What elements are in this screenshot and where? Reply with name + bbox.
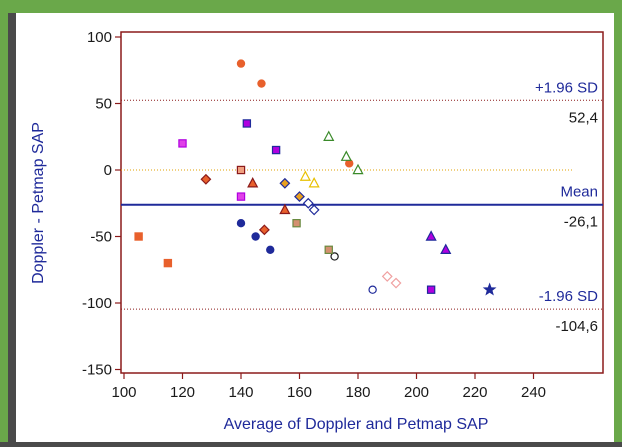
data-point-triangle bbox=[308, 177, 320, 188]
x-tick-label: 200 bbox=[404, 384, 429, 401]
top-border bbox=[0, 0, 622, 13]
data-point-triangle bbox=[279, 203, 291, 215]
data-point-square bbox=[178, 139, 187, 148]
x-tick-label: 180 bbox=[345, 384, 370, 401]
data-point-circle bbox=[251, 232, 260, 241]
x-tick-label: 140 bbox=[228, 384, 253, 401]
data-point-diamond bbox=[258, 224, 270, 236]
plot-border bbox=[120, 31, 604, 374]
data-point-diamond bbox=[279, 177, 291, 189]
data-point-square bbox=[324, 245, 333, 254]
data-point-diamond bbox=[381, 270, 393, 282]
data-points bbox=[134, 59, 497, 296]
data-point-square bbox=[271, 145, 281, 155]
y-tick-label: 100 bbox=[87, 29, 112, 46]
bland-altman-chart: 100 50 0 -50 -100 -150 100 120 140 160 180 200 220 2… bbox=[30, 29, 604, 433]
x-axis-ticks: 100 120 140 160 180 200 220 240 bbox=[111, 373, 546, 401]
data-point-star bbox=[482, 282, 497, 296]
data-point-square bbox=[236, 165, 246, 175]
x-tick-label: 160 bbox=[287, 384, 312, 401]
data-point-square bbox=[163, 258, 173, 268]
y-tick-label: 50 bbox=[95, 96, 112, 113]
data-point-circle bbox=[257, 79, 266, 88]
data-point-triangle bbox=[440, 243, 452, 254]
x-tick-label: 240 bbox=[521, 384, 546, 401]
x-tick-label: 100 bbox=[111, 384, 136, 401]
data-point-triangle bbox=[299, 170, 311, 181]
data-point-circle bbox=[236, 218, 246, 228]
data-point-triangle bbox=[323, 130, 335, 141]
data-point-diamond bbox=[308, 204, 320, 216]
y-tick-label: 0 bbox=[104, 162, 112, 179]
data-point-triangle bbox=[425, 230, 437, 241]
data-point-square bbox=[292, 219, 301, 228]
y-tick-label: -100 bbox=[82, 295, 112, 312]
right-border bbox=[614, 13, 622, 442]
data-point-circle bbox=[368, 285, 377, 294]
data-point-circle bbox=[266, 245, 275, 254]
y-axis-label: Doppler - Petmap SAP bbox=[30, 122, 47, 284]
data-point-square bbox=[236, 192, 246, 201]
data-point-diamond bbox=[390, 277, 402, 289]
chart-panel: 100 50 0 -50 -100 -150 100 120 140 160 180 200 220 2… bbox=[16, 13, 614, 442]
x-tick-label: 120 bbox=[170, 384, 195, 401]
data-point-triangle bbox=[247, 177, 259, 188]
mean-value: -26,1 bbox=[564, 214, 598, 231]
y-tick-label: -150 bbox=[82, 362, 112, 379]
data-point-square bbox=[426, 285, 436, 294]
upper-limit-value: 52,4 bbox=[569, 109, 598, 126]
data-point-circle bbox=[236, 59, 246, 68]
x-axis-label: Average of Doppler and Petmap SAP bbox=[224, 416, 489, 433]
data-point-triangle bbox=[340, 150, 352, 161]
mean-label: Mean bbox=[560, 184, 598, 201]
left-border bbox=[0, 13, 8, 442]
y-axis-ticks: 100 50 0 -50 -100 -150 bbox=[82, 29, 121, 379]
data-point-square bbox=[134, 232, 143, 241]
data-point-circle bbox=[330, 252, 339, 261]
data-point-square bbox=[242, 119, 252, 128]
data-point-triangle bbox=[352, 163, 364, 175]
data-point-diamond bbox=[200, 173, 212, 185]
y-tick-label: -50 bbox=[90, 229, 112, 246]
data-point-diamond bbox=[294, 191, 305, 203]
lower-limit-label: -1.96 SD bbox=[539, 288, 598, 305]
reference-lines: +1.96 SD 52,4 -1.96 SD -104,6 Mean -26,1 bbox=[121, 79, 603, 335]
upper-limit-label: +1.96 SD bbox=[535, 79, 598, 96]
data-point-diamond bbox=[302, 197, 314, 209]
lower-limit-value: -104,6 bbox=[555, 318, 598, 335]
x-tick-label: 220 bbox=[462, 384, 487, 401]
